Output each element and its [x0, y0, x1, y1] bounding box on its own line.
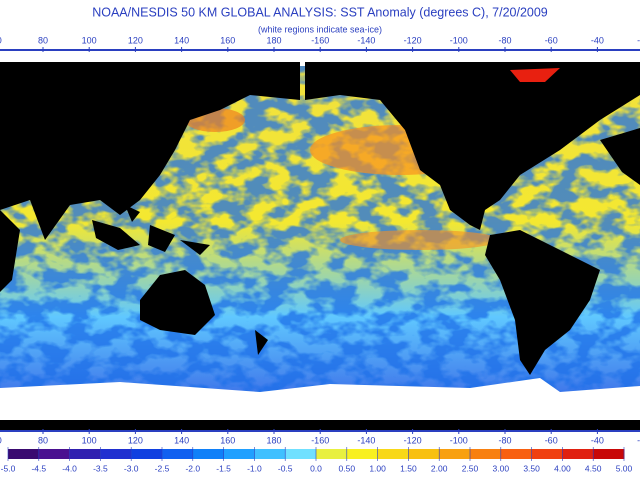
colorbar-label: 3.50 [523, 463, 540, 473]
colorbar-label: -1.5 [216, 463, 231, 473]
colorbar-label: 4.50 [585, 463, 602, 473]
longitude-label: 180 [266, 35, 281, 45]
land-africa [0, 210, 20, 292]
colorbar-swatch [162, 449, 194, 459]
land-europe [600, 128, 640, 185]
colorbar-label: 0.0 [310, 463, 322, 473]
longitude-label: -60 [545, 435, 558, 445]
longitude-label: 180 [266, 435, 281, 445]
colorbar-label: -0.5 [278, 463, 293, 473]
map-subtitle: (white regions indicate sea-ice) [258, 24, 382, 34]
longitude-label: -40 [591, 435, 604, 445]
map-title: NOAA/NESDIS 50 KM GLOBAL ANALYSIS: SST A… [92, 5, 548, 19]
colorbar-label: 2.00 [431, 463, 448, 473]
longitude-label: 100 [82, 435, 97, 445]
colorbar-swatch [192, 449, 225, 459]
longitude-label: -100 [450, 35, 468, 45]
longitude-label: 160 [220, 435, 235, 445]
longitude-label: -60 [545, 35, 558, 45]
land-antarctica [0, 420, 640, 430]
longitude-label: 120 [128, 35, 143, 45]
colorbar-swatch [470, 449, 502, 459]
colorbar-swatch [69, 449, 101, 459]
land-australia [140, 270, 215, 335]
colorbar-swatch [223, 449, 255, 459]
longitude-label: 80 [38, 35, 48, 45]
longitude-label: -20 [637, 435, 640, 445]
longitude-label: 140 [174, 435, 189, 445]
longitude-label: -140 [357, 35, 375, 45]
warm-anomaly [510, 68, 560, 82]
land-south-america [485, 230, 600, 375]
colorbar-label: 5.00 [616, 463, 633, 473]
colorbar-label: 4.00 [554, 463, 571, 473]
longitude-label: -160 [311, 435, 329, 445]
longitude-label: -100 [450, 435, 468, 445]
colorbar-label: -1.0 [247, 463, 262, 473]
colorbar-label: 1.00 [369, 463, 386, 473]
land-north-america [305, 62, 640, 230]
land-islands [92, 205, 210, 255]
longitude-label: -120 [404, 435, 422, 445]
map-area [0, 52, 640, 430]
longitude-label: 80 [38, 435, 48, 445]
longitude-label: -20 [637, 35, 640, 45]
colorbar-swatch [408, 449, 440, 459]
colorbar-label: -5.0 [1, 463, 16, 473]
longitude-label: -120 [404, 35, 422, 45]
colorbar-label: -2.5 [155, 463, 170, 473]
colorbar-label: -4.5 [31, 463, 46, 473]
colorbar: -5.0 -4.5 -4.0 -3.5 -3.0 -2.5 -2.0 -1.5 -1.0 -0.5… [1, 447, 633, 473]
colorbar-swatch [500, 449, 533, 459]
colorbar-swatch [100, 449, 132, 459]
land-new-zealand [255, 330, 268, 355]
longitude-axes: 60 60 80 80 100 100 120 120 140 140 160 160 180 180 -1… [0, 35, 640, 445]
longitude-label: 60 [0, 435, 2, 445]
colorbar-label: 2.50 [462, 463, 479, 473]
longitude-label: 60 [0, 35, 2, 45]
land-asia [0, 62, 300, 240]
colorbar-swatch [316, 449, 348, 459]
colorbar-label: -3.5 [93, 463, 108, 473]
colorbar-label: -2.0 [185, 463, 200, 473]
colorbar-swatch [254, 449, 286, 459]
longitude-label: 100 [82, 35, 97, 45]
colorbar-swatch [377, 449, 409, 459]
longitude-label: -80 [498, 35, 511, 45]
longitude-label: -140 [357, 435, 375, 445]
colorbar-label: 1.50 [400, 463, 417, 473]
longitude-label: 120 [128, 435, 143, 445]
colorbar-swatch [593, 449, 625, 459]
colorbar-swatch [346, 449, 379, 459]
colorbar-label: -4.0 [62, 463, 77, 473]
longitude-label: -160 [311, 35, 329, 45]
colorbar-swatch [531, 449, 563, 459]
longitude-label: -80 [498, 435, 511, 445]
longitude-label: 140 [174, 35, 189, 45]
colorbar-swatch [285, 449, 317, 459]
colorbar-swatch [562, 449, 594, 459]
colorbar-swatch [131, 449, 163, 459]
colorbar-swatch [439, 449, 471, 459]
colorbar-swatch [8, 449, 40, 459]
longitude-label: 160 [220, 35, 235, 45]
colorbar-swatch [38, 449, 71, 459]
longitude-label: -40 [591, 35, 604, 45]
colorbar-label: 0.50 [339, 463, 356, 473]
warm-anomaly [340, 230, 500, 250]
colorbar-label: 3.00 [493, 463, 510, 473]
colorbar-label: -3.0 [124, 463, 139, 473]
sea-ice-antarctic [0, 378, 640, 430]
